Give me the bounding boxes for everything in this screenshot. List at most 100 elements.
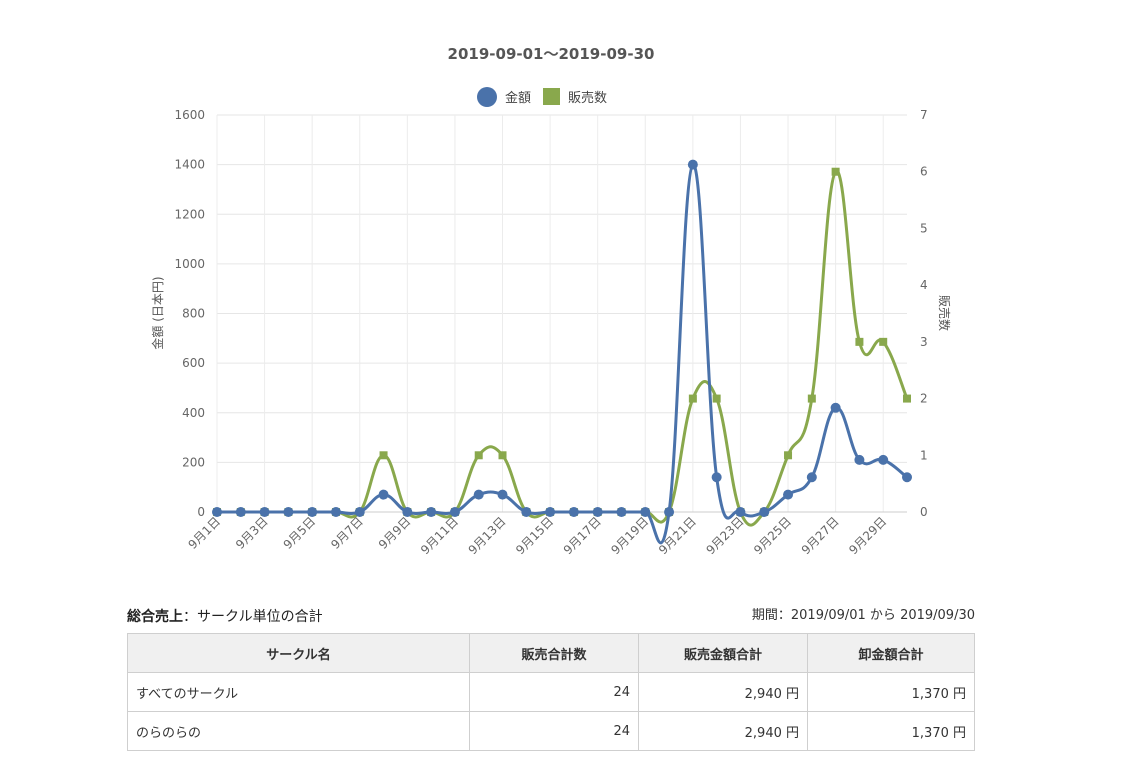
y2-tick-label: 2 bbox=[920, 392, 928, 406]
x-tick-label: 9月9日 bbox=[376, 514, 414, 552]
data-point-amount bbox=[378, 489, 389, 500]
table-row: すべてのサークル 24 2,940 円 1,370 円 bbox=[127, 672, 975, 712]
y2-tick-label: 4 bbox=[920, 278, 928, 292]
x-tick-label: 9月13日 bbox=[466, 514, 509, 557]
data-point-amount bbox=[354, 507, 365, 517]
sales-amount: 2,940 円 bbox=[638, 711, 808, 751]
data-point-count bbox=[712, 394, 721, 403]
y2-axis-title: 販売数 bbox=[937, 295, 952, 331]
x-tick-label: 9月19日 bbox=[608, 514, 651, 557]
x-tick-label: 9月7日 bbox=[328, 514, 366, 552]
data-point-amount bbox=[687, 159, 698, 170]
data-point-amount bbox=[759, 507, 770, 517]
y2-tick-label: 1 bbox=[920, 448, 928, 462]
x-tick-label: 9月3日 bbox=[233, 514, 271, 552]
data-point-count bbox=[807, 394, 816, 403]
data-point-count bbox=[903, 394, 911, 403]
data-point-amount bbox=[426, 507, 437, 517]
series-line-count bbox=[216, 169, 909, 527]
data-point-amount bbox=[521, 507, 532, 517]
data-point-amount bbox=[806, 472, 817, 483]
data-point-count bbox=[688, 394, 697, 403]
table-row: のらのらの 24 2,940 円 1,370 円 bbox=[127, 711, 975, 751]
data-point-amount bbox=[545, 507, 556, 517]
x-tick-label: 9月15日 bbox=[513, 514, 556, 557]
x-tick-label: 9月1日 bbox=[185, 514, 223, 552]
wholesale-amount: 1,370 円 bbox=[807, 711, 975, 751]
y-tick-label: 1400 bbox=[174, 158, 205, 172]
data-point-count bbox=[474, 451, 483, 460]
summary-title: 総合売上：サークル単位の合計 bbox=[127, 606, 323, 626]
data-point-amount bbox=[330, 507, 341, 517]
y-tick-label: 400 bbox=[182, 406, 205, 420]
legend-marker-count bbox=[543, 88, 560, 105]
summary-header-row: サークル名 販売合計数 販売金額合計 卸金額合計 bbox=[127, 633, 975, 673]
x-tick-label: 9月11日 bbox=[418, 514, 461, 557]
sales-count: 24 bbox=[469, 711, 639, 751]
data-point-amount bbox=[902, 472, 912, 483]
data-point-amount bbox=[878, 454, 889, 465]
data-point-amount bbox=[402, 507, 413, 517]
y2-tick-label: 6 bbox=[920, 165, 928, 179]
x-tick-label: 9月27日 bbox=[799, 514, 842, 557]
y-tick-label: 1000 bbox=[174, 257, 205, 271]
chart-title: 2019-09-01〜2019-09-30 bbox=[448, 45, 655, 63]
summary-header: 総合売上：サークル単位の合計 期間：2019/09/01 から 2019/09/… bbox=[127, 604, 975, 626]
data-point-amount bbox=[568, 507, 579, 517]
data-point-amount bbox=[259, 507, 270, 517]
series-line-amount bbox=[216, 163, 908, 545]
y-tick-label: 1600 bbox=[174, 108, 205, 122]
y-tick-label: 0 bbox=[197, 505, 205, 519]
x-tick-label: 9月29日 bbox=[846, 514, 889, 557]
data-point-amount bbox=[640, 507, 651, 517]
y-tick-label: 600 bbox=[182, 356, 205, 370]
legend-label-count: 販売数 bbox=[568, 90, 607, 106]
column-header-amount: 販売金額合計 bbox=[638, 633, 808, 673]
summary-title-bold: 総合売上 bbox=[127, 609, 183, 625]
data-point-count bbox=[784, 451, 793, 460]
circle-name: のらのらの bbox=[127, 711, 470, 751]
data-point-amount bbox=[735, 507, 746, 517]
data-point-amount bbox=[616, 507, 627, 517]
data-point-amount bbox=[664, 507, 675, 517]
data-point-amount bbox=[592, 507, 603, 517]
y2-tick-label: 5 bbox=[920, 221, 928, 235]
summary-table: サークル名 販売合計数 販売金額合計 卸金額合計 すべてのサークル 24 2,9… bbox=[127, 633, 975, 751]
data-point-amount bbox=[307, 507, 318, 517]
column-header-circle: サークル名 bbox=[127, 633, 470, 673]
legend-label-amount: 金額 bbox=[505, 90, 531, 106]
data-point-count bbox=[855, 337, 864, 346]
data-point-amount bbox=[711, 472, 722, 483]
x-tick-label: 9月23日 bbox=[704, 514, 747, 557]
x-tick-label: 9月5日 bbox=[281, 514, 319, 552]
data-point-count bbox=[379, 451, 388, 460]
data-point-amount bbox=[449, 507, 460, 517]
column-header-wholesale: 卸金額合計 bbox=[807, 633, 975, 673]
y-tick-label: 1200 bbox=[174, 207, 205, 221]
data-point-amount bbox=[235, 507, 246, 517]
sales-amount: 2,940 円 bbox=[638, 672, 808, 712]
data-point-count bbox=[831, 167, 840, 176]
data-point-count bbox=[498, 451, 507, 460]
column-header-count: 販売合計数 bbox=[469, 633, 639, 673]
data-point-amount bbox=[212, 507, 222, 517]
data-point-amount bbox=[854, 454, 865, 465]
circle-name: すべてのサークル bbox=[127, 672, 470, 712]
data-point-amount bbox=[830, 402, 841, 413]
data-point-count bbox=[879, 337, 888, 346]
data-point-amount bbox=[497, 489, 508, 500]
legend-marker-amount bbox=[477, 87, 497, 107]
summary-period: 期間：2019/09/01 から 2019/09/30 bbox=[751, 608, 975, 623]
data-point-amount bbox=[283, 507, 294, 517]
y2-tick-label: 0 bbox=[920, 505, 928, 519]
y-tick-label: 200 bbox=[182, 455, 205, 469]
y-tick-label: 800 bbox=[182, 307, 205, 321]
y2-tick-label: 3 bbox=[920, 335, 928, 349]
data-point-amount bbox=[473, 489, 484, 500]
y-axis-title: 金額 (日本円) bbox=[150, 276, 165, 349]
wholesale-amount: 1,370 円 bbox=[807, 672, 975, 712]
data-point-amount bbox=[783, 489, 794, 500]
sales-count: 24 bbox=[469, 672, 639, 712]
summary-title-sub: ：サークル単位の合計 bbox=[183, 609, 323, 625]
